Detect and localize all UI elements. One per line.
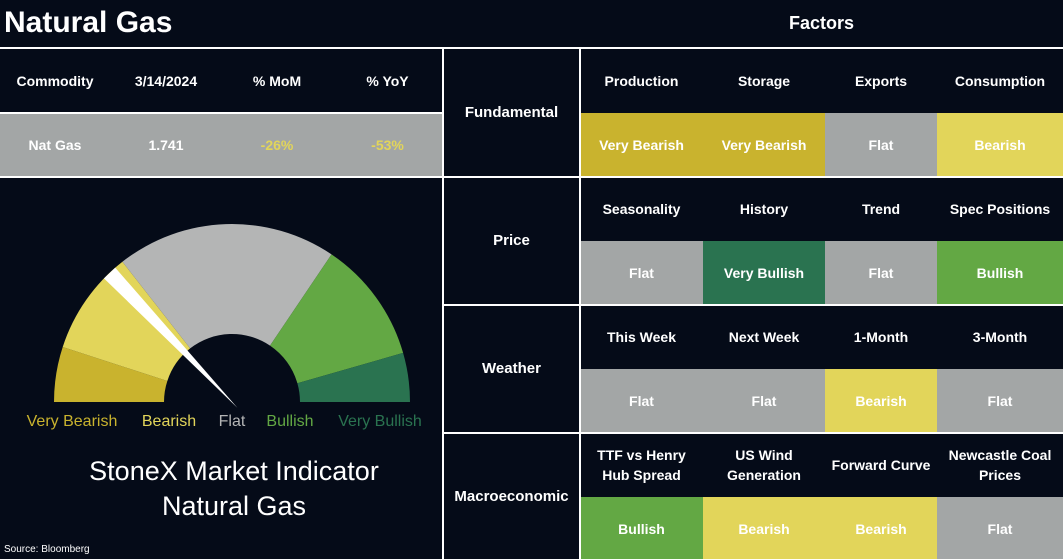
factor-rating: Flat [580,241,703,304]
separator [0,176,1063,178]
factor-rating: Flat [580,369,703,432]
factor-name: US Wind Generation [727,446,801,483]
factor-name: Seasonality [602,200,681,217]
factor-name: Next Week [728,328,800,345]
group-label: Weather [482,359,541,377]
factor-rating: Flat [937,497,1063,559]
factor-rating: Bearish [703,497,825,559]
factor-rating: Bearish [937,113,1063,176]
factor-name: Production [604,72,679,89]
factor-name: This Week [607,328,676,345]
factor-rating: Bearish [825,497,937,559]
table-header: Commodity [16,72,94,89]
factor-rating: Flat [825,241,937,304]
table-cell: -26% [260,137,294,153]
separator [443,304,1063,306]
factor-rating: Bullish [937,241,1063,304]
table-header: 3/14/2024 [134,72,198,89]
factor-rating: Flat [937,369,1063,432]
group-label: Price [493,231,530,249]
factor-rating: Very Bullish [703,241,825,304]
separator [579,47,581,559]
factor-rating: Bearish [825,369,937,432]
factor-rating: Flat [703,369,825,432]
gauge-label: Bearish [142,413,196,430]
gauge: Very Bearish Bearish Flat Bullish Very Bulli… [27,223,422,521]
gauge-title: StoneX Market Indicator [89,456,379,486]
gauge-label: Bullish [266,413,313,430]
gauge-segment [62,261,191,381]
gauge-label: Very Bullish [338,413,422,430]
factor-name: TTF vs Henry Hub Spread [597,446,686,483]
gauge-segment [54,346,168,402]
factor-rating: Very Bearish [703,113,825,176]
table-cell: -53% [371,137,404,153]
gauge-segment [122,223,332,349]
gauge-title: Natural Gas [162,491,306,521]
source: Source: Bloomberg [4,543,90,555]
factor-name: Exports [854,72,908,89]
table-cell: 1.741 [148,137,184,153]
factor-rating: Very Bearish [580,113,703,176]
factor-name: Storage [737,72,791,89]
gauge-label: Flat [219,413,246,430]
factor-rating: Bullish [580,497,703,559]
factor-name: 3-Month [972,328,1028,345]
gauge-segment [297,352,410,402]
factor-name: Newcastle Coal Prices [948,446,1052,483]
factor-name: History [739,200,789,217]
table-cell: Nat Gas [28,137,82,153]
factor-name: Trend [861,200,901,217]
table-row-bg [0,113,443,177]
group-label: Fundamental [464,103,559,121]
factor-name: Spec Positions [949,200,1051,217]
gauge-label: Very Bearish [27,413,118,430]
separator [0,47,1063,49]
table-header: % YoY [366,72,409,89]
factor-name: Forward Curve [831,456,931,473]
page-title: Natural Gas [4,6,173,39]
factors-title: Factors [788,12,855,33]
gauge-needle [103,267,238,408]
gauge-segment [270,254,404,384]
factor-name: Consumption [954,72,1046,89]
group-label: Macroeconomic [454,487,569,505]
factor-rating: Flat [825,113,937,176]
separator [443,432,1063,434]
table-header: % MoM [252,72,302,89]
separator [0,112,443,114]
separator [442,47,444,559]
factor-name: 1-Month [853,328,909,345]
